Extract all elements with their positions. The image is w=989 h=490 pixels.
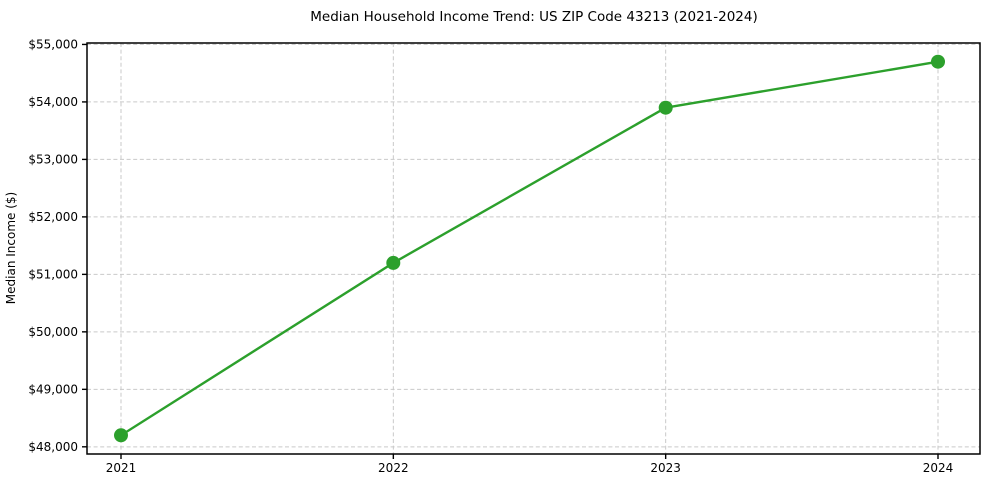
y-tick-label: $52,000 bbox=[28, 210, 78, 224]
data-point-2021 bbox=[114, 428, 128, 443]
x-tick-label: 2024 bbox=[923, 461, 954, 475]
data-point-2024 bbox=[931, 54, 945, 69]
series-layer bbox=[114, 54, 945, 443]
grid-layer bbox=[87, 43, 980, 454]
y-tick-label: $50,000 bbox=[28, 325, 78, 339]
x-tick-label: 2023 bbox=[650, 461, 681, 475]
y-axis-label: Median Income ($) bbox=[4, 192, 18, 304]
trend-line bbox=[119, 60, 940, 437]
axes-layer: $48,000 $49,000 $50,000 $51,000 $52,000 $53,0… bbox=[28, 38, 981, 475]
y-tick-label: $51,000 bbox=[28, 268, 78, 282]
chart-title: Median Household Income Trend: US ZIP Co… bbox=[310, 9, 758, 25]
y-tick-label: $55,000 bbox=[28, 38, 78, 52]
x-tick-label: 2022 bbox=[378, 461, 409, 475]
x-tick-label: 2021 bbox=[106, 461, 137, 475]
y-tick-label: $54,000 bbox=[28, 95, 78, 109]
y-tick-label: $53,000 bbox=[28, 153, 78, 167]
y-tick-label: $49,000 bbox=[28, 383, 78, 397]
data-point-2022 bbox=[386, 255, 401, 270]
plot-border bbox=[86, 42, 981, 455]
data-point-2023 bbox=[658, 100, 673, 115]
y-tick-label: $48,000 bbox=[28, 440, 78, 454]
